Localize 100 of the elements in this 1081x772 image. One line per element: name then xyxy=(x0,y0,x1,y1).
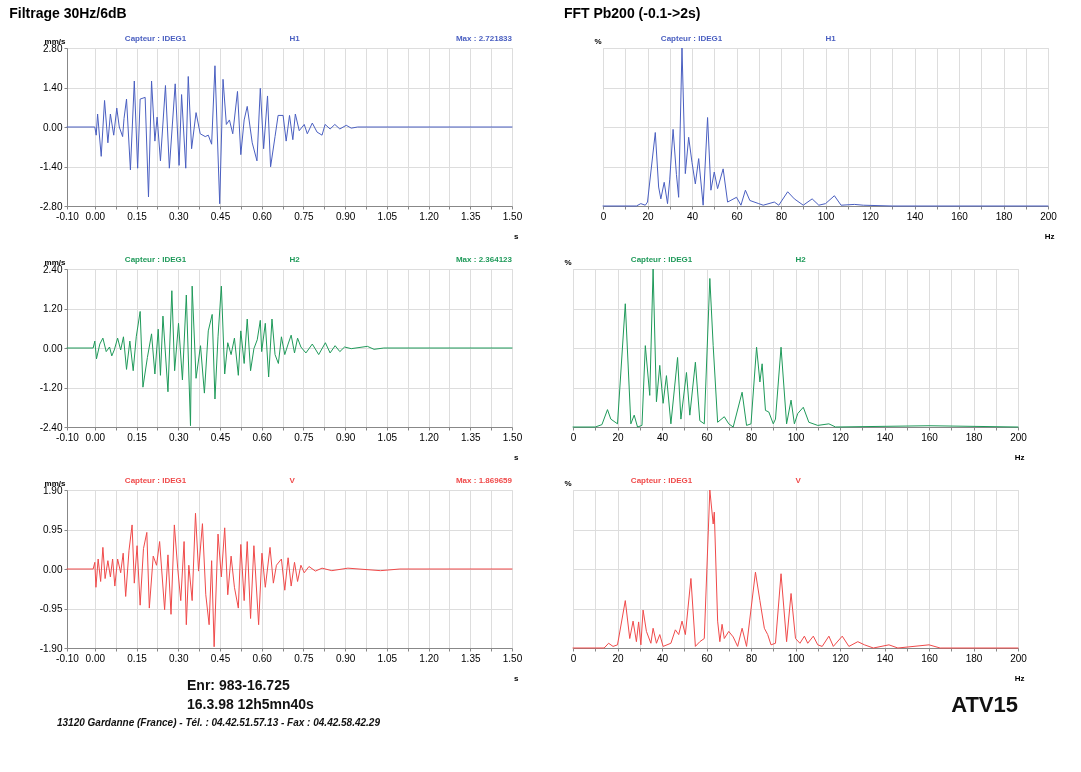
x-tick-label: 0.75 xyxy=(294,431,315,443)
x-tick-label: 0.45 xyxy=(210,210,231,222)
y-tick-label: 1.40 xyxy=(43,82,63,93)
x-tick-label: 1.50 xyxy=(502,652,523,664)
y-tick-label: 0.00 xyxy=(43,563,63,575)
text: V xyxy=(795,476,802,485)
x-axis-title: s xyxy=(514,231,520,241)
x-tick-label: 80 xyxy=(745,652,758,664)
text: H2 xyxy=(289,255,301,264)
text: Max : 2.364123 xyxy=(455,255,513,264)
x-axis-title: s xyxy=(514,673,520,683)
y-tick-label: 0.00 xyxy=(43,342,63,354)
y-axis-title: mm/s xyxy=(44,257,67,267)
text: 13120 Gardanne (France) - Tél. : 04.42.51.57.13 - Fax : 04.42.58.42.29 xyxy=(57,717,381,728)
x-tick-label: 0.30 xyxy=(169,431,189,443)
x-tick-label: 0.90 xyxy=(335,210,356,222)
x-tick-label: 80 xyxy=(745,431,758,443)
text: Capteur : IDEG1 xyxy=(660,34,723,43)
x-tick-label: 160 xyxy=(921,652,939,664)
x-tick-label: -0.10 xyxy=(56,431,80,443)
x-tick-label: 1.05 xyxy=(377,652,398,664)
x-tick-label: 0.15 xyxy=(127,652,148,664)
x-tick-label: 180 xyxy=(965,431,983,443)
x-tick-label: 1.20 xyxy=(419,210,440,222)
x-tick-label: 100 xyxy=(787,652,805,664)
x-tick-label: -0.10 xyxy=(56,652,80,664)
y-tick-label: -2.80 xyxy=(39,200,63,212)
x-tick-label: 1.05 xyxy=(377,431,398,443)
y-tick-label: 1.20 xyxy=(43,303,63,314)
y-axis-title: mm/s xyxy=(44,478,67,488)
text: H1 xyxy=(825,34,837,43)
x-tick-label: 0.75 xyxy=(294,210,315,222)
x-tick-label: 1.05 xyxy=(377,210,398,222)
text: Max : 2.721833 xyxy=(455,34,513,43)
x-tick-label: 1.50 xyxy=(502,431,523,443)
x-tick-label: 40 xyxy=(656,431,669,443)
x-tick-label: 20 xyxy=(612,652,624,664)
y-tick-label: 0.95 xyxy=(43,524,63,535)
x-tick-label: 60 xyxy=(701,431,713,443)
x-tick-label: 200 xyxy=(1010,431,1028,443)
x-axis-title: s xyxy=(514,452,520,462)
x-axis-title: Hz xyxy=(1014,673,1025,683)
x-tick-label: 20 xyxy=(642,210,654,222)
text: V xyxy=(289,476,296,485)
text: H2 xyxy=(795,255,807,264)
text: ATV15 xyxy=(951,692,1018,717)
y-axis-title: mm/s xyxy=(44,36,67,46)
x-tick-label: 0.00 xyxy=(85,652,106,664)
x-tick-label: 0.60 xyxy=(252,210,273,222)
x-tick-label: 0.75 xyxy=(294,652,315,664)
y-axis-title: % xyxy=(564,257,572,267)
text: Capteur : IDEG1 xyxy=(124,476,187,485)
y-tick-label: -1.90 xyxy=(39,642,63,654)
x-tick-label: 140 xyxy=(906,210,924,222)
text: 16.3.98 12h5mn40s xyxy=(187,696,315,712)
text: Capteur : IDEG1 xyxy=(630,476,693,485)
x-tick-label: 120 xyxy=(862,210,880,222)
x-tick-label: -0.10 xyxy=(56,210,80,222)
x-tick-label: 140 xyxy=(876,652,894,664)
text: H1 xyxy=(289,34,301,43)
x-tick-label: 0.15 xyxy=(127,210,148,222)
y-tick-label: -0.95 xyxy=(39,603,63,614)
x-tick-label: 0 xyxy=(600,210,607,222)
x-tick-label: 0.00 xyxy=(85,210,106,222)
x-tick-label: 120 xyxy=(832,431,850,443)
y-axis-title: % xyxy=(564,478,572,488)
x-tick-label: 160 xyxy=(921,431,939,443)
y-axis-title: % xyxy=(594,36,602,46)
x-tick-label: 180 xyxy=(995,210,1013,222)
x-tick-label: 0.45 xyxy=(210,652,231,664)
chart-title: FFT Pb200 (-0.1->2s) xyxy=(563,5,701,21)
text: Enr: 983-16.725 xyxy=(187,677,290,693)
y-tick-label: -1.20 xyxy=(39,382,63,393)
text: Capteur : IDEG1 xyxy=(124,255,187,264)
x-tick-label: 100 xyxy=(787,431,805,443)
x-tick-label: 20 xyxy=(612,431,624,443)
x-tick-label: 140 xyxy=(876,431,894,443)
x-tick-label: 1.20 xyxy=(419,431,440,443)
x-tick-label: 0 xyxy=(570,652,577,664)
x-tick-label: 1.50 xyxy=(502,210,523,222)
x-tick-label: 200 xyxy=(1010,652,1028,664)
text: Max : 1.869659 xyxy=(455,476,513,485)
x-tick-label: 0.00 xyxy=(85,431,106,443)
y-tick-label: -1.40 xyxy=(39,161,63,172)
x-tick-label: 60 xyxy=(731,210,743,222)
x-axis-title: Hz xyxy=(1044,231,1055,241)
x-tick-label: 200 xyxy=(1040,210,1058,222)
chart-title: Filtrage 30Hz/6dB xyxy=(9,5,127,21)
text: Capteur : IDEG1 xyxy=(630,255,693,264)
x-tick-label: 1.35 xyxy=(461,210,481,222)
y-tick-label: -2.40 xyxy=(39,421,63,433)
text: Capteur : IDEG1 xyxy=(124,34,187,43)
x-tick-label: 60 xyxy=(701,652,713,664)
x-tick-label: 180 xyxy=(965,652,983,664)
x-tick-label: 0.30 xyxy=(169,652,189,664)
x-tick-label: 0.30 xyxy=(169,210,189,222)
x-tick-label: 1.35 xyxy=(461,431,481,443)
x-tick-label: 100 xyxy=(817,210,835,222)
x-axis-title: Hz xyxy=(1014,452,1025,462)
x-tick-label: 0.90 xyxy=(335,431,356,443)
